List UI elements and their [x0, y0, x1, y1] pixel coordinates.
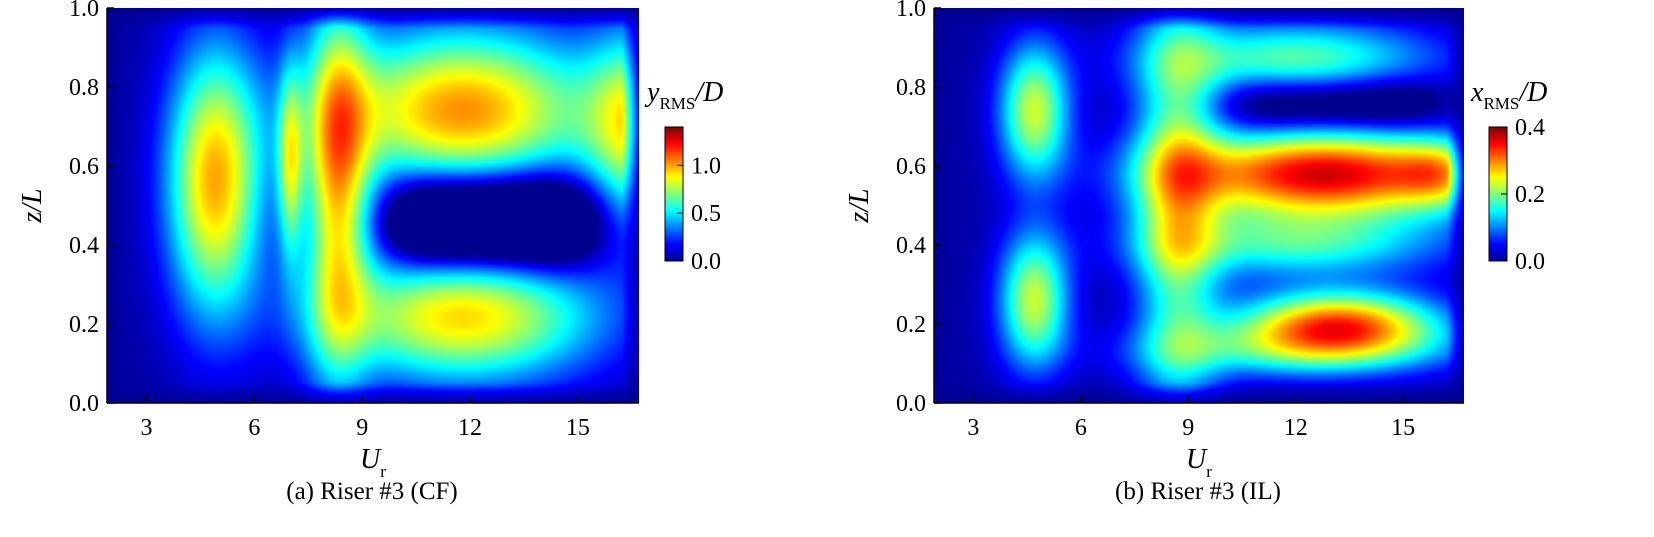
y-axis-title: z/L: [17, 188, 48, 223]
x-axis-title: Ur: [360, 444, 386, 481]
chart-b-svg: 0.00.20.40.60.81.03 6 9 12 15Urz/L0.00.20.4x…: [844, 0, 1547, 481]
y-tick-label: 0.8: [69, 75, 99, 101]
colorbar-tick-label: 0.0: [1515, 249, 1545, 275]
heatmap-field: [107, 8, 639, 403]
colorbar-tick-label: 0.4: [1515, 115, 1545, 141]
x-tick-label: 9: [1182, 415, 1194, 441]
chart-a-svg: 0.0 0.2 0.4 0.6 0.8 1.0 3 6 9 12 15 Ur z/L 0.0 0.5 1.0 y…: [17, 0, 723, 481]
x-tick-label: 9: [356, 415, 368, 441]
y-tick-label: 0.6: [896, 154, 926, 180]
colorbar-tick-label: 0.0: [691, 249, 721, 275]
y-tick-label: 0.8: [896, 75, 926, 101]
y-tick-label: 0.6: [69, 154, 99, 180]
y-tick-label: 0.2: [69, 312, 99, 338]
colorbar-title: yRMS/D: [644, 77, 723, 113]
x-tick-label: 12: [458, 415, 482, 441]
x-tick-label: 6: [248, 415, 260, 441]
colorbar-tick-label: 0.5: [691, 201, 721, 227]
colorbar-title: xRMS/D: [1470, 77, 1547, 113]
colorbar: [664, 126, 684, 262]
y-tick-label: 0.2: [896, 312, 926, 338]
x-axis-title: Ur: [1186, 444, 1212, 481]
x-tick-label: 3: [141, 415, 153, 441]
y-axis-title: z/L: [844, 188, 875, 223]
x-tick-label: 6: [1075, 415, 1087, 441]
x-tick-label: 12: [1284, 415, 1308, 441]
y-tick-label: 0.0: [69, 391, 99, 417]
colorbar-tick-label: 1.0: [691, 153, 721, 179]
x-tick-label: 15: [1391, 415, 1415, 441]
heatmap-field: [934, 8, 1464, 403]
y-tick-label: 0.0: [896, 391, 926, 417]
x-tick-label: 15: [566, 415, 590, 441]
chart-panel-b: 0.0 0.2 0.4 0.6 0.8 1.0 3 6 9 12 15 Ur z/L 0.0 0.2 0.4 x…: [827, 0, 1654, 537]
chart-b-caption: (b) Riser #3 (IL): [1115, 478, 1281, 505]
x-tick-label: 3: [967, 415, 979, 441]
chart-a-caption: (a) Riser #3 (CF): [286, 478, 458, 505]
y-tick-label: 0.4: [69, 233, 99, 259]
y-tick-label: 1.0: [69, 0, 99, 22]
y-tick-label: 1.0: [896, 0, 926, 22]
chart-panel-a: 0.0 0.2 0.4 0.6 0.8 1.0 3 6 9 12 15 Ur z/L 0.0 0.5 1.0 y…: [17, 0, 723, 505]
colorbar-tick-label: 0.2: [1515, 182, 1545, 208]
y-tick-label: 0.4: [896, 233, 926, 259]
